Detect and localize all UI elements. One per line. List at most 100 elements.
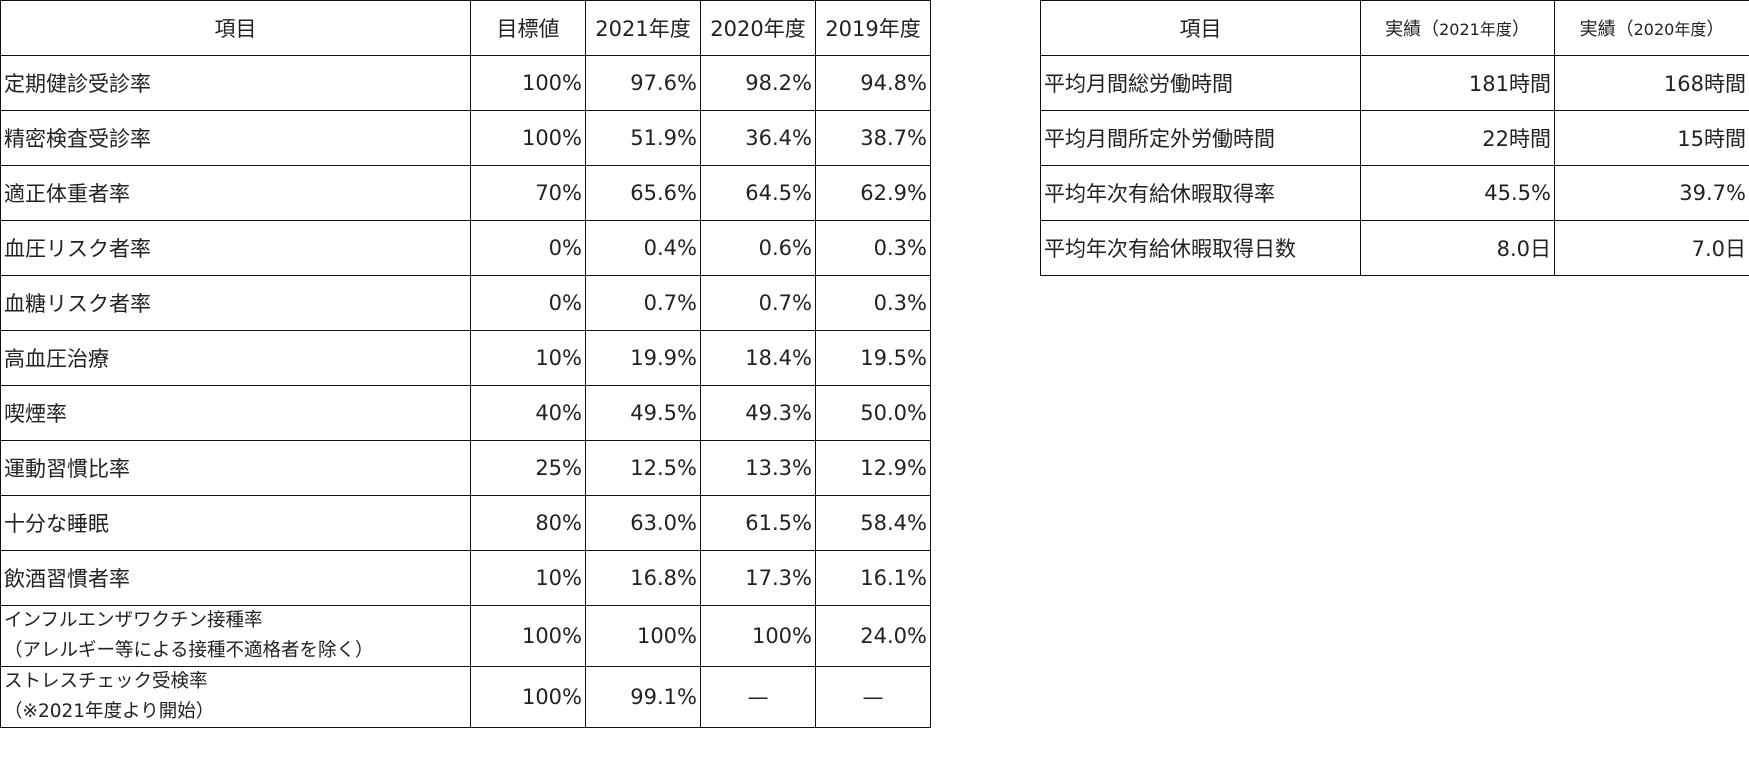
cell-target: 10% (470, 330, 586, 386)
cell-2020: 168時間 (1554, 55, 1749, 111)
cell-2021: 65.6% (585, 165, 701, 221)
cell-2021: 19.9% (585, 330, 701, 386)
cell-2021: 51.9% (585, 110, 701, 166)
table-row: 平均月間所定外労働時間 22時間 15時間 (1040, 110, 1749, 166)
cell-2019: 24.0% (815, 605, 931, 667)
cell-2019: 94.8% (815, 55, 931, 111)
cell-2020: 36.4% (700, 110, 816, 166)
table-row: 血糖リスク者率 0% 0.7% 0.7% 0.3% (0, 275, 931, 331)
cell-target: 10% (470, 550, 586, 606)
cell-2019: 0.3% (815, 220, 931, 276)
cell-2020: 0.7% (700, 275, 816, 331)
table-row: 血圧リスク者率 0% 0.4% 0.6% 0.3% (0, 220, 931, 276)
cell-item: 平均月間総労働時間 (1040, 55, 1361, 111)
cell-item-two-line: インフルエンザワクチン接種率 （アレルギー等による接種不適格者を除く） (0, 605, 471, 667)
cell-2019: — (815, 666, 931, 728)
cell-target: 0% (470, 220, 586, 276)
cell-2021: 0.7% (585, 275, 701, 331)
cell-item: 十分な睡眠 (0, 495, 471, 551)
cell-2020: 61.5% (700, 495, 816, 551)
cell-item: 血圧リスク者率 (0, 220, 471, 276)
cell-target: 100% (470, 55, 586, 111)
table-row: 適正体重者率 70% 65.6% 64.5% 62.9% (0, 165, 931, 221)
cell-2021: 16.8% (585, 550, 701, 606)
header-actual-2021: 実績（2021年度） (1360, 0, 1555, 56)
header-item: 項目 (0, 0, 471, 56)
table-row: 定期健診受診率 100% 97.6% 98.2% 94.8% (0, 55, 931, 111)
cell-2020: 39.7% (1554, 165, 1749, 221)
cell-2021: 0.4% (585, 220, 701, 276)
cell-item-line2: （※2021年度より開始） (4, 701, 215, 722)
cell-item: 定期健診受診率 (0, 55, 471, 111)
cell-item: 平均月間所定外労働時間 (1040, 110, 1361, 166)
cell-2021: 49.5% (585, 385, 701, 441)
cell-item: 高血圧治療 (0, 330, 471, 386)
table-header-row: 項目 実績（2021年度） 実績（2020年度） (1040, 0, 1749, 56)
header-2019: 2019年度 (815, 0, 931, 56)
cell-target: 40% (470, 385, 586, 441)
cell-item: 平均年次有給休暇取得率 (1040, 165, 1361, 221)
cell-item-line1: インフルエンザワクチン接種率 (4, 610, 263, 631)
cell-target: 0% (470, 275, 586, 331)
cell-2021: 12.5% (585, 440, 701, 496)
cell-2020: — (700, 666, 816, 728)
cell-item: 運動習慣比率 (0, 440, 471, 496)
cell-2020: 7.0日 (1554, 220, 1749, 276)
header-target: 目標値 (470, 0, 586, 56)
cell-target: 80% (470, 495, 586, 551)
table-row: 精密検査受診率 100% 51.9% 36.4% 38.7% (0, 110, 931, 166)
table-row: 平均月間総労働時間 181時間 168時間 (1040, 55, 1749, 111)
cell-item: 飲酒習慣者率 (0, 550, 471, 606)
header-actual-2020: 実績（2020年度） (1554, 0, 1749, 56)
cell-2019: 50.0% (815, 385, 931, 441)
cell-2019: 0.3% (815, 275, 931, 331)
cell-item-line2: （アレルギー等による接種不適格者を除く） (4, 640, 374, 661)
cell-2021: 97.6% (585, 55, 701, 111)
table-row: 平均年次有給休暇取得日数 8.0日 7.0日 (1040, 220, 1749, 276)
header-item: 項目 (1040, 0, 1361, 56)
table-row: 高血圧治療 10% 19.9% 18.4% 19.5% (0, 330, 931, 386)
cell-2020: 49.3% (700, 385, 816, 441)
cell-2021: 100% (585, 605, 701, 667)
cell-2020: 98.2% (700, 55, 816, 111)
cell-2021: 8.0日 (1360, 220, 1555, 276)
table-header-row: 項目 目標値 2021年度 2020年度 2019年度 (0, 0, 931, 56)
table-row: 飲酒習慣者率 10% 16.8% 17.3% 16.1% (0, 550, 931, 606)
cell-2020: 0.6% (700, 220, 816, 276)
cell-item: 喫煙率 (0, 385, 471, 441)
cell-2019: 38.7% (815, 110, 931, 166)
cell-2020: 18.4% (700, 330, 816, 386)
cell-2021: 99.1% (585, 666, 701, 728)
cell-item-line1: ストレスチェック受検率 (4, 671, 208, 692)
table-row: 運動習慣比率 25% 12.5% 13.3% 12.9% (0, 440, 931, 496)
cell-item-two-line: ストレスチェック受検率 （※2021年度より開始） (0, 666, 471, 728)
cell-2020: 17.3% (700, 550, 816, 606)
header-2021: 2021年度 (585, 0, 701, 56)
table-row-flu-vaccine: インフルエンザワクチン接種率 （アレルギー等による接種不適格者を除く） 100%… (0, 605, 931, 667)
cell-target: 25% (470, 440, 586, 496)
health-indicators-table: 項目 目標値 2021年度 2020年度 2019年度 定期健診受診率 100%… (0, 0, 931, 728)
cell-target: 100% (470, 605, 586, 667)
cell-2019: 12.9% (815, 440, 931, 496)
cell-2020: 13.3% (700, 440, 816, 496)
cell-2020: 15時間 (1554, 110, 1749, 166)
cell-2019: 62.9% (815, 165, 931, 221)
table-row-stress-check: ストレスチェック受検率 （※2021年度より開始） 100% 99.1% — — (0, 666, 931, 728)
cell-item: 血糖リスク者率 (0, 275, 471, 331)
cell-item: 平均年次有給休暇取得日数 (1040, 220, 1361, 276)
table-row: 喫煙率 40% 49.5% 49.3% 50.0% (0, 385, 931, 441)
cell-2020: 100% (700, 605, 816, 667)
cell-target: 70% (470, 165, 586, 221)
work-hours-table: 項目 実績（2021年度） 実績（2020年度） 平均月間総労働時間 181時間… (1040, 0, 1749, 276)
cell-item: 精密検査受診率 (0, 110, 471, 166)
cell-target: 100% (470, 110, 586, 166)
cell-2019: 19.5% (815, 330, 931, 386)
cell-target: 100% (470, 666, 586, 728)
cell-2021: 63.0% (585, 495, 701, 551)
table-row: 平均年次有給休暇取得率 45.5% 39.7% (1040, 165, 1749, 221)
cell-2021: 181時間 (1360, 55, 1555, 111)
cell-2019: 16.1% (815, 550, 931, 606)
cell-item: 適正体重者率 (0, 165, 471, 221)
cell-2021: 22時間 (1360, 110, 1555, 166)
header-2020: 2020年度 (700, 0, 816, 56)
